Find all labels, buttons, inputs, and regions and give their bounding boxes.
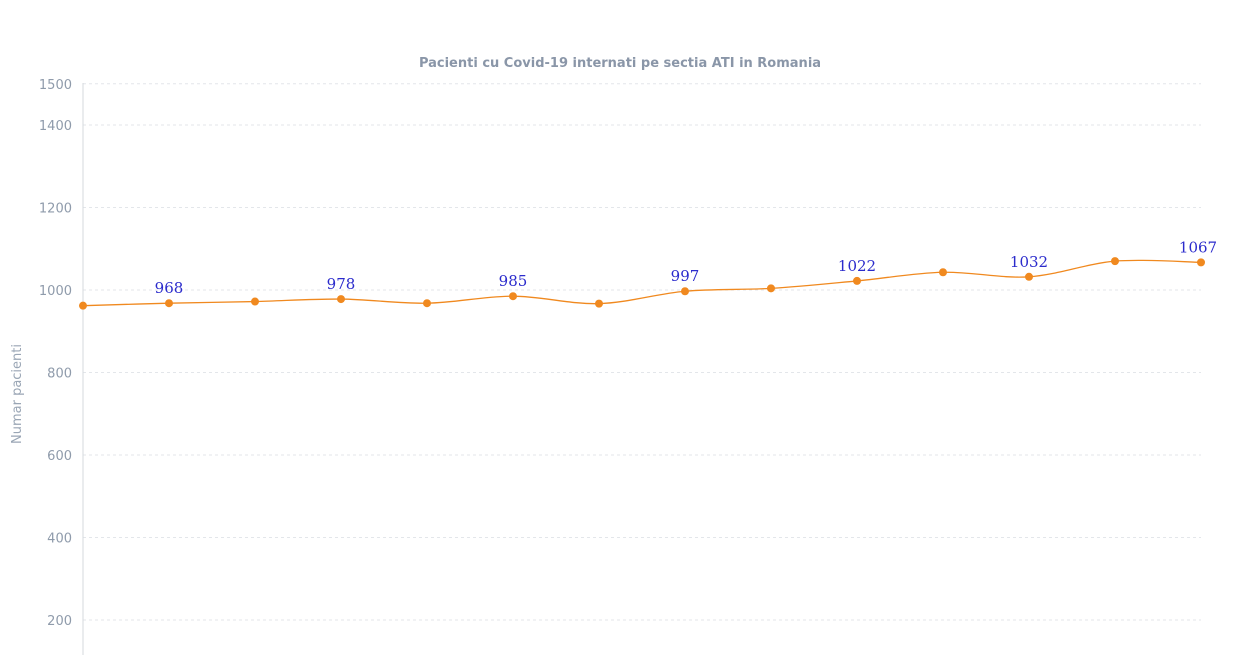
chart-title: Pacienti cu Covid-19 internati pe sectia…: [419, 56, 821, 71]
data-label: 968: [155, 279, 184, 297]
y-axis-ticks: 200 400 600 800 1000 1200 1400 1500: [39, 78, 72, 629]
grid-lines: [83, 83, 1201, 621]
data-label: 1022: [838, 257, 876, 275]
data-point[interactable]: [1197, 258, 1205, 267]
data-label: 978: [327, 275, 356, 293]
y-tick-label: 400: [47, 532, 72, 547]
y-tick-label: 1000: [39, 284, 72, 299]
data-point[interactable]: [767, 284, 775, 293]
data-point[interactable]: [853, 276, 861, 285]
y-tick-label: 1200: [39, 202, 72, 217]
series-line: [82, 259, 1202, 307]
data-point[interactable]: [1111, 257, 1119, 266]
data-label: 985: [499, 272, 528, 290]
data-point[interactable]: [423, 299, 431, 308]
y-tick-label: 200: [47, 614, 72, 629]
y-tick-label: 800: [47, 367, 72, 382]
data-label: 1067: [1179, 238, 1217, 256]
data-point[interactable]: [79, 301, 87, 310]
data-point[interactable]: [939, 268, 947, 277]
y-tick-label: 600: [47, 449, 72, 464]
y-tick-label: 1400: [39, 119, 72, 134]
series-group: 968 978 985 997 1022 1032 1067: [79, 238, 1217, 310]
data-point[interactable]: [165, 299, 173, 308]
y-axis-label: Numar pacienti: [10, 344, 25, 444]
data-point[interactable]: [1025, 272, 1033, 281]
data-point[interactable]: [337, 295, 345, 304]
data-label: 997: [671, 267, 700, 285]
y-tick-label: 1500: [39, 78, 72, 93]
data-point[interactable]: [595, 299, 603, 308]
data-label: 1032: [1010, 253, 1048, 271]
data-point[interactable]: [251, 297, 259, 306]
data-point[interactable]: [509, 292, 517, 301]
data-point[interactable]: [681, 287, 689, 296]
